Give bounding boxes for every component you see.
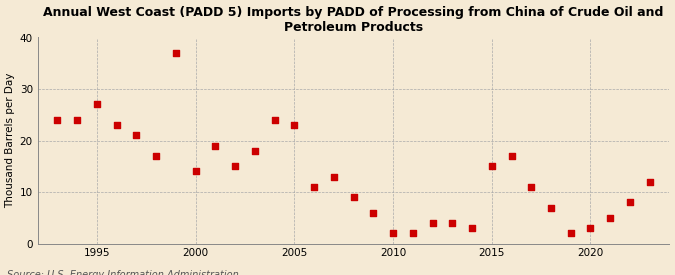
Point bbox=[308, 185, 319, 189]
Point bbox=[605, 216, 616, 220]
Point bbox=[210, 144, 221, 148]
Y-axis label: Thousand Barrels per Day: Thousand Barrels per Day bbox=[5, 73, 16, 208]
Point bbox=[624, 200, 635, 205]
Point bbox=[329, 174, 340, 179]
Point bbox=[526, 185, 537, 189]
Point bbox=[289, 123, 300, 127]
Point bbox=[466, 226, 477, 230]
Point bbox=[645, 180, 655, 184]
Point bbox=[250, 149, 261, 153]
Point bbox=[447, 221, 458, 225]
Point bbox=[269, 118, 280, 122]
Point bbox=[52, 118, 63, 122]
Point bbox=[506, 154, 517, 158]
Point bbox=[545, 205, 556, 210]
Point bbox=[585, 226, 596, 230]
Text: Source: U.S. Energy Information Administration: Source: U.S. Energy Information Administ… bbox=[7, 271, 238, 275]
Point bbox=[190, 169, 201, 174]
Point bbox=[487, 164, 497, 169]
Point bbox=[566, 231, 576, 235]
Title: Annual West Coast (PADD 5) Imports by PADD of Processing from China of Crude Oil: Annual West Coast (PADD 5) Imports by PA… bbox=[43, 6, 664, 34]
Point bbox=[111, 123, 122, 127]
Point bbox=[387, 231, 398, 235]
Point bbox=[92, 102, 103, 107]
Point bbox=[348, 195, 359, 199]
Point bbox=[151, 154, 161, 158]
Point bbox=[131, 133, 142, 138]
Point bbox=[72, 118, 82, 122]
Point bbox=[408, 231, 418, 235]
Point bbox=[368, 210, 379, 215]
Point bbox=[427, 221, 438, 225]
Point bbox=[230, 164, 240, 169]
Point bbox=[171, 51, 182, 55]
